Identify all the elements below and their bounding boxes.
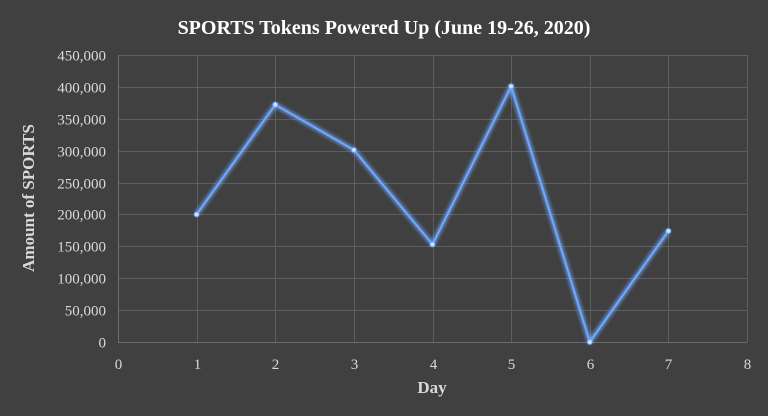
x-tick-label: 5 <box>508 357 516 373</box>
x-tick-label: 3 <box>351 357 359 373</box>
y-tick-label: 300,000 <box>57 145 106 161</box>
x-axis-tick-labels: 0 1 2 3 4 5 6 7 8 <box>115 357 752 373</box>
data-series <box>193 83 672 345</box>
data-point <box>272 101 279 108</box>
x-tick-label: 8 <box>744 357 752 373</box>
y-tick-label: 250,000 <box>57 177 106 193</box>
x-tick-label: 6 <box>587 357 595 373</box>
y-tick-label: 0 <box>99 336 107 352</box>
y-tick-label: 50,000 <box>65 304 106 320</box>
x-tick-label: 0 <box>115 357 123 373</box>
x-axis-title: Day <box>417 378 447 397</box>
y-tick-label: 100,000 <box>57 272 106 288</box>
y-axis-tick-labels: 0 50,000 100,000 150,000 200,000 250,000 300,0… <box>57 49 106 352</box>
x-tick-label: 7 <box>665 357 673 373</box>
x-tick-label: 2 <box>272 357 280 373</box>
data-point <box>429 241 436 248</box>
data-point <box>351 147 357 153</box>
y-tick-label: 150,000 <box>57 240 106 256</box>
y-tick-label: 350,000 <box>57 113 106 129</box>
y-tick-label: 450,000 <box>57 49 106 65</box>
axes <box>118 55 747 343</box>
data-point <box>508 83 515 90</box>
data-point <box>665 228 672 234</box>
data-point <box>586 339 593 345</box>
data-point <box>193 211 200 218</box>
x-tick-label: 1 <box>194 357 202 373</box>
grid <box>118 55 748 343</box>
chart-title: SPORTS Tokens Powered Up (June 19-26, 20… <box>178 17 591 39</box>
y-axis-title: Amount of SPORTS <box>19 124 38 272</box>
y-tick-label: 200,000 <box>57 208 106 224</box>
x-tick-label: 4 <box>430 357 438 373</box>
y-tick-label: 400,000 <box>57 81 106 97</box>
